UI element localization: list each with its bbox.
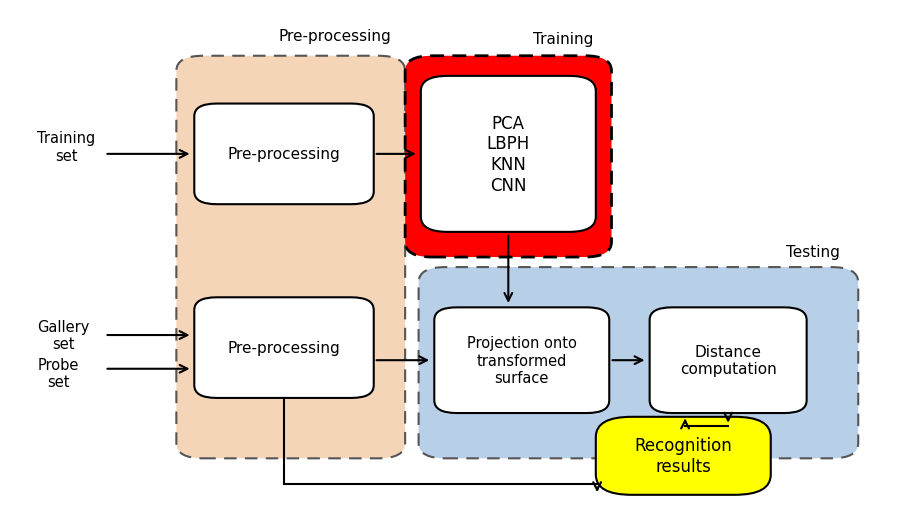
Text: Training
set: Training set	[37, 131, 95, 163]
FancyBboxPatch shape	[194, 298, 374, 398]
Text: Recognition
results: Recognition results	[634, 436, 733, 475]
Text: Pre-processing: Pre-processing	[228, 340, 340, 356]
Text: Training: Training	[533, 32, 594, 46]
Text: Projection onto
transformed
surface: Projection onto transformed surface	[467, 336, 577, 385]
Text: PCA
LBPH
KNN
CNN: PCA LBPH KNN CNN	[487, 115, 530, 195]
FancyBboxPatch shape	[176, 57, 405, 459]
FancyBboxPatch shape	[405, 57, 611, 258]
FancyBboxPatch shape	[418, 268, 859, 459]
Text: Pre-processing: Pre-processing	[279, 29, 392, 44]
Text: Probe
set: Probe set	[37, 357, 78, 389]
FancyBboxPatch shape	[194, 105, 374, 205]
Text: Testing: Testing	[787, 244, 841, 259]
Text: Pre-processing: Pre-processing	[228, 147, 340, 162]
Text: Distance
computation: Distance computation	[680, 344, 777, 377]
FancyBboxPatch shape	[435, 308, 609, 413]
FancyBboxPatch shape	[421, 77, 596, 232]
Text: Gallery
set: Gallery set	[37, 319, 90, 351]
FancyBboxPatch shape	[596, 417, 770, 495]
FancyBboxPatch shape	[650, 308, 806, 413]
